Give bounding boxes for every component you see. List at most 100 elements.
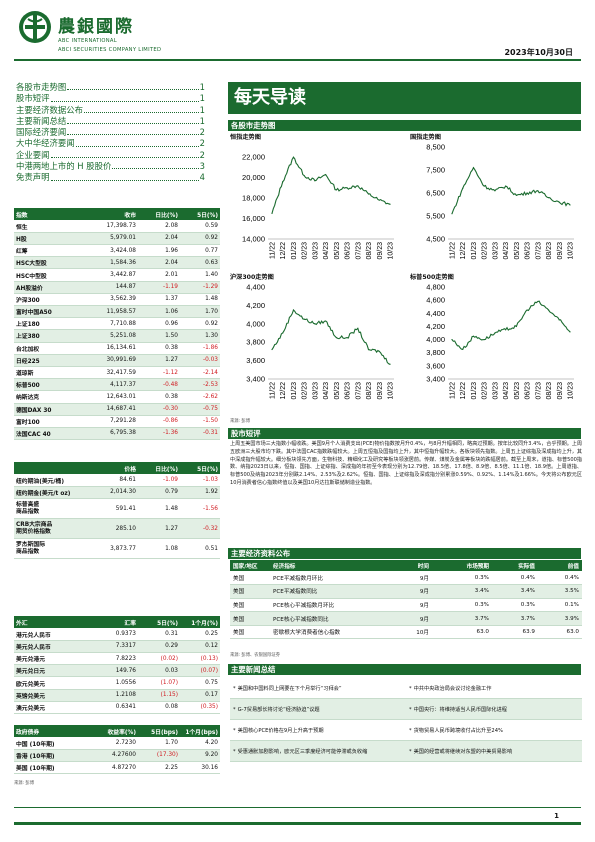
news-item[interactable]: 货物贸易人民币跨境收付占比升至24% bbox=[406, 727, 582, 734]
y-tick-label: 3,400 bbox=[426, 375, 445, 384]
table-row: 美国 PCE核心平减指数月环比 9月 0.3% 0.3% 0.1% bbox=[230, 598, 582, 613]
news-item[interactable]: 美国和中国料同上网要在下个月举行“习拜会” bbox=[230, 685, 406, 692]
commentary-text: 上周五美国市场三大指数小幅收跌。美国9月个人消费支出(PCE)物价指数按月升0.… bbox=[230, 441, 582, 486]
cell-value: 2.25 bbox=[138, 761, 180, 775]
cell-value: 10月 bbox=[390, 625, 432, 640]
table-row: 纽约期金(美元/t oz) 2,014.30 0.79 1.92 bbox=[14, 486, 220, 500]
cell-value: -0.75 bbox=[180, 403, 220, 416]
cell-value: 3.5% bbox=[538, 584, 582, 599]
cell-value: 2,014.30 bbox=[86, 486, 138, 500]
cell-value: -1.86 bbox=[180, 342, 220, 355]
cell-value: -1.56 bbox=[180, 498, 220, 520]
events-table-wrap: 国家/地区 经济指标 时间 市场预期 实际值 前值 美国 PCE平减指数月环比 9月 0.3% 0.… bbox=[230, 560, 582, 640]
row-label: 罗杰斯国际 商品指数 bbox=[14, 538, 86, 560]
data-point bbox=[271, 212, 273, 215]
y-tick-label: 4,400 bbox=[426, 309, 445, 318]
x-tick-label: 06/23 bbox=[345, 242, 352, 260]
data-point bbox=[303, 318, 305, 320]
chart-title: 国指走势图 bbox=[410, 134, 441, 141]
fx-table: 外汇 汇率 5日(%) 1个月(%) 港元兑人民币 0.9373 0.31 0.25 美元兑人民… bbox=[14, 616, 220, 715]
cell-value: -1.29 bbox=[180, 281, 220, 294]
y-tick-label: 4,200 bbox=[246, 301, 265, 310]
cell-value: 9月 bbox=[390, 598, 432, 613]
data-point bbox=[325, 174, 327, 176]
data-point bbox=[314, 323, 316, 325]
cell-value: 1.06 bbox=[138, 305, 180, 319]
hsi-line-chart: 14,000 16,000 18,000 20,000 22,000 11/22 12/22… bbox=[242, 153, 394, 260]
cell-value: 0.3% bbox=[432, 571, 492, 586]
row-label: AH股溢价 bbox=[14, 281, 86, 294]
x-tick-label: 08/23 bbox=[546, 242, 553, 260]
column-header bbox=[14, 462, 86, 475]
charts-source: 来源: 彭博 bbox=[230, 419, 251, 424]
x-tick-label: 04/23 bbox=[323, 242, 330, 260]
table-header-row: 指数 收市 日比(%) 5日(%) bbox=[14, 208, 220, 221]
row-label: 美国 (10年期) bbox=[14, 761, 86, 775]
news-item[interactable]: 美国核心PCE价格在9月上升高于预期 bbox=[230, 727, 406, 734]
table-row: H股 5,979.01 2.04 0.92 bbox=[14, 232, 220, 246]
commodities-table: 价格 日比(%) 5日(%) 纽约期油(美元/桶) 84.61 -1.09 -1.03 纽约期… bbox=[14, 462, 220, 560]
chart-title: 沪深300走势图 bbox=[230, 274, 274, 281]
x-tick-label: 08/23 bbox=[366, 242, 373, 260]
toc-item[interactable]: 中港两地上市的 H 股股价 3 bbox=[16, 161, 205, 172]
x-tick-label: 07/23 bbox=[535, 382, 542, 400]
cell-value: -1.36 bbox=[138, 427, 180, 441]
cell-value: 3.7% bbox=[492, 611, 538, 626]
toc-item[interactable]: 各股市走势图 1 bbox=[16, 82, 205, 93]
cell-value: 14,687.41 bbox=[86, 403, 138, 416]
cell-value: 1.70 bbox=[180, 305, 220, 319]
table-row: HSC大型股 1,584.36 2.04 0.63 bbox=[14, 256, 220, 270]
cell-value: (0.13) bbox=[180, 652, 220, 666]
cell-value: 63.0 bbox=[432, 625, 492, 640]
cell-value: 30.16 bbox=[180, 761, 220, 775]
cell-value: 285.10 bbox=[86, 518, 138, 540]
news-item[interactable]: 美国的经营或将继续对东盟的中美贸易影响 bbox=[406, 748, 582, 755]
cell-value: 0.29 bbox=[138, 640, 180, 654]
data-point bbox=[472, 167, 475, 169]
cell-value: 1.27 bbox=[138, 354, 180, 367]
cell-value: 0.17 bbox=[180, 689, 220, 702]
cell-value: 63.0 bbox=[538, 625, 582, 640]
data-point bbox=[346, 337, 348, 339]
cell-value: PCE核心平减指数同比 bbox=[270, 611, 390, 626]
x-tick-label: 02/23 bbox=[482, 242, 489, 260]
toc-item[interactable]: 大中华经济要闻 2 bbox=[16, 138, 205, 149]
data-point bbox=[378, 350, 380, 352]
toc-leader bbox=[67, 127, 199, 136]
toc-item[interactable]: 国际经济要闻 2 bbox=[16, 127, 205, 138]
news-item[interactable]: 中国央行：将维持适当人民币国际化进程 bbox=[406, 706, 582, 713]
news-item[interactable]: 中共中央政治局会议讨论金融工作 bbox=[406, 685, 582, 692]
data-point bbox=[282, 181, 284, 183]
toc-item[interactable]: 免责声明 4 bbox=[16, 172, 205, 183]
table-row: 香港 (10年期) 4.27600 (17.30) 9.20 bbox=[14, 749, 220, 763]
toc-item[interactable]: 企业要闻 2 bbox=[16, 150, 205, 161]
chart-spx: 标普500走势图 3,400 3,600 3,800 4,000 4,200 4,400 4… bbox=[410, 272, 580, 415]
column-header: 汇率 bbox=[86, 616, 138, 629]
cell-value: 1.48 bbox=[138, 498, 180, 520]
x-tick-label: 06/23 bbox=[525, 382, 532, 400]
news-item[interactable]: 受惠通胀加剧影响，欧元区三季度经济可能停滞或负收缩 bbox=[230, 748, 406, 755]
x-tick-label: 07/23 bbox=[355, 382, 362, 400]
toc-page: 2 bbox=[199, 138, 205, 149]
x-tick-label: 12/22 bbox=[460, 382, 467, 400]
table-row: 纽约期油(美元/桶) 84.61 -1.09 -1.03 bbox=[14, 474, 220, 487]
column-header: 前值 bbox=[538, 560, 582, 571]
cell-value: 0.03 bbox=[138, 664, 180, 678]
toc-item[interactable]: 主要新闻总结 1 bbox=[16, 116, 205, 127]
news-item[interactable]: G-7贸易部长将讨论“经济胁迫”议题 bbox=[230, 706, 406, 713]
y-tick-label: 18,000 bbox=[242, 194, 265, 203]
cell-value: 0.1% bbox=[538, 598, 582, 613]
column-header: 国家/地区 bbox=[230, 560, 270, 571]
data-point bbox=[494, 332, 496, 334]
toc-page: 3 bbox=[199, 161, 205, 172]
toc-item[interactable]: 股市短评 1 bbox=[16, 93, 205, 104]
column-header: 政府债券 bbox=[14, 725, 86, 738]
column-header: 5日(bps) bbox=[138, 725, 180, 738]
cell-value: 3.9% bbox=[538, 611, 582, 626]
cell-value: 4.20 bbox=[180, 737, 220, 750]
series-line bbox=[451, 166, 571, 214]
toc-item[interactable]: 主要经济数据公布 1 bbox=[16, 105, 205, 116]
table-header-row: 价格 日比(%) 5日(%) bbox=[14, 462, 220, 475]
daily-brief-banner: 每天导读 bbox=[228, 82, 581, 114]
cell-value: PCE平减指数同比 bbox=[270, 584, 390, 599]
